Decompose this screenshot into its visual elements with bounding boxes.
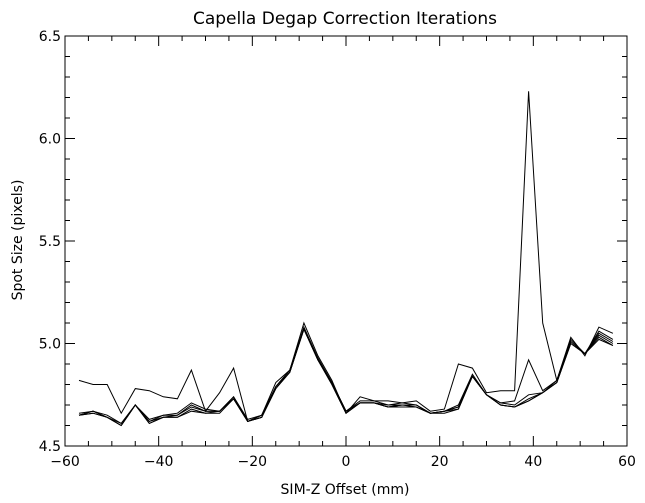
x-tick-label: 40 <box>524 454 542 470</box>
y-tick-label: 5.0 <box>39 337 61 353</box>
x-tick-label: 60 <box>618 454 636 470</box>
axis-ticks: −60 −40 −20 0 20 40 60 4.5 5.0 5.5 6.0 6.5 <box>39 29 636 470</box>
x-tick-label: −40 <box>144 454 174 470</box>
y-tick-label: 5.5 <box>39 234 61 250</box>
x-tick-label: 0 <box>342 454 351 470</box>
series-line-2 <box>78 325 614 425</box>
y-tick-label: 4.5 <box>39 439 61 455</box>
x-tick-label: −60 <box>50 454 80 470</box>
series-line-1 <box>78 91 614 423</box>
chart-title: Capella Degap Correction Iterations <box>193 9 497 29</box>
series-group <box>78 91 614 427</box>
series-line-6 <box>78 327 614 427</box>
y-tick-label: 6.5 <box>39 29 61 45</box>
plot-frame <box>64 35 628 447</box>
series-line-3 <box>78 327 614 425</box>
x-axis-label: SIM-Z Offset (mm) <box>281 482 410 498</box>
series-line-4 <box>78 327 614 427</box>
y-axis-label: Spot Size (pixels) <box>10 180 26 301</box>
x-tick-label: 20 <box>431 454 449 470</box>
y-tick-label: 6.0 <box>39 132 61 148</box>
x-tick-label: −20 <box>238 454 268 470</box>
